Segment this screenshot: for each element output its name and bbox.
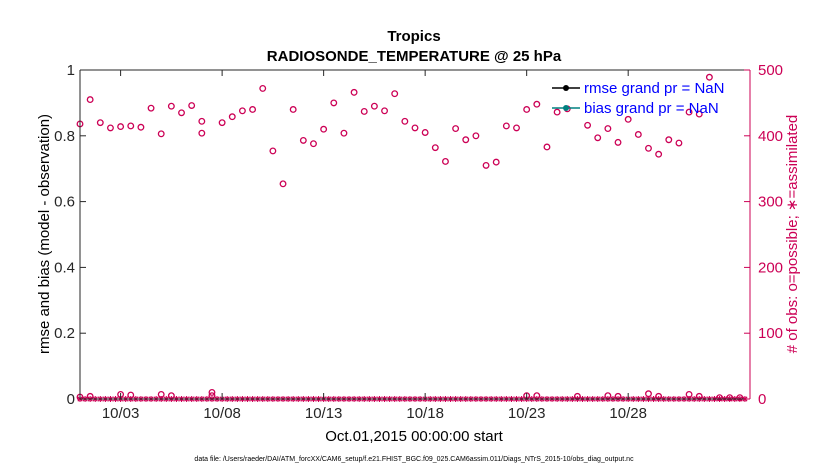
y-left-tick-label: 0.2 xyxy=(54,325,75,342)
possible-obs-marker xyxy=(614,138,622,146)
possible-obs-marker xyxy=(340,129,348,137)
possible-obs-marker xyxy=(198,129,206,137)
possible-obs-marker xyxy=(96,119,104,127)
possible-obs-marker xyxy=(137,123,145,131)
possible-obs-marker xyxy=(584,121,592,129)
x-tick-label: 10/03 xyxy=(102,405,140,422)
y-left-tick-label: 0.4 xyxy=(54,259,75,276)
possible-obs-marker xyxy=(553,108,561,116)
possible-obs-marker xyxy=(472,132,480,140)
possible-obs-marker xyxy=(645,144,652,152)
y-left-tick-label: 0 xyxy=(67,391,75,408)
possible-obs-marker xyxy=(178,109,185,117)
possible-obs-marker xyxy=(492,158,500,166)
possible-obs-marker xyxy=(157,130,165,138)
data-file-footnote: data file: /Users/raeder/DAI/ATM_forcXX/… xyxy=(194,456,634,463)
y-right-tick-label: 200 xyxy=(758,259,783,276)
possible-obs-marker xyxy=(360,108,368,115)
legend: rmse grand pr = NaN bias grand pr = NaN xyxy=(552,80,724,117)
x-tick-label: 10/23 xyxy=(508,405,546,422)
possible-obs-marker xyxy=(228,113,236,121)
legend-rmse-marker xyxy=(563,85,569,91)
possible-obs-marker xyxy=(218,119,226,127)
y-right-tick-label: 100 xyxy=(758,325,783,342)
possible-obs-marker xyxy=(370,102,378,110)
chart-subtitle: RADIOSONDE_TEMPERATURE @ 25 hPa xyxy=(267,48,562,65)
y-left-tick-label: 1 xyxy=(67,62,75,79)
possible-obs-marker xyxy=(462,136,470,144)
y-left-tick-label: 0.6 xyxy=(54,194,75,211)
legend-bias-label: bias grand pr = NaN xyxy=(584,100,719,117)
x-tick-label: 10/08 xyxy=(203,405,241,422)
possible-obs-marker xyxy=(594,134,602,142)
possible-obs-marker xyxy=(705,73,713,81)
possible-obs-marker xyxy=(259,84,267,92)
legend-bias-marker xyxy=(563,105,569,111)
possible-obs-marker xyxy=(188,102,196,109)
y-right-tick-label: 500 xyxy=(758,62,783,79)
possible-obs-marker xyxy=(533,100,541,108)
y-axis-left-label: rmse and bias (model - observation) xyxy=(36,114,53,354)
y-right-tick-label: 300 xyxy=(758,194,783,211)
possible-obs-marker xyxy=(127,122,135,130)
possible-obs-marker xyxy=(320,125,328,133)
possible-obs-marker xyxy=(198,117,206,125)
possible-obs-marker xyxy=(117,123,125,131)
possible-obs-marker xyxy=(86,96,94,104)
x-axis-label: Oct.01,2015 00:00:00 start xyxy=(325,428,503,445)
possible-obs-marker xyxy=(289,106,297,113)
y-axis-right-label: # of obs: o=possible; ∗=assimilated xyxy=(784,115,801,354)
possible-obs-marker xyxy=(269,147,277,155)
possible-obs-marker xyxy=(482,161,490,169)
possible-obs-marker xyxy=(421,129,429,136)
possible-obs-marker xyxy=(279,180,287,188)
x-tick-label: 10/18 xyxy=(406,405,444,422)
plot-frame xyxy=(79,69,751,400)
possible-obs-marker xyxy=(543,143,551,151)
ticks: 10/03 10/08 10/13 10/18 10/23 10/28 0 0.2 0.4 0.6… xyxy=(54,62,783,422)
possible-obs-marker xyxy=(634,131,642,138)
possible-obs-marker xyxy=(167,102,175,110)
x-tick-label: 10/28 xyxy=(609,405,647,422)
possible-obs-marker xyxy=(685,108,693,116)
possible-obs-marker xyxy=(310,140,317,148)
possible-obs-marker xyxy=(655,150,663,158)
chart-title: Tropics xyxy=(387,28,440,45)
possible-obs-marker xyxy=(249,106,257,113)
possible-obs-marker xyxy=(695,110,703,118)
y-right-tick-label: 400 xyxy=(758,128,783,145)
possible-obs-marker xyxy=(523,106,531,113)
possible-obs-marker xyxy=(624,115,632,123)
possible-obs-marker xyxy=(299,136,307,144)
possible-obs-marker xyxy=(238,107,246,115)
possible-obs-marker xyxy=(452,125,460,133)
possible-obs-marker xyxy=(513,124,520,132)
possible-obs-marker xyxy=(665,136,673,144)
possible-obs-marker xyxy=(411,124,419,132)
y-left-tick-label: 0.8 xyxy=(54,128,75,145)
possible-obs-marker xyxy=(502,122,510,130)
legend-rmse-label: rmse grand pr = NaN xyxy=(584,80,724,97)
possible-obs-marker xyxy=(208,388,216,396)
possible-obs-marker xyxy=(431,144,439,152)
possible-obs-marker xyxy=(604,125,612,133)
possible-obs-marker xyxy=(381,107,388,115)
possible-obs-marker xyxy=(401,117,409,125)
possible-obs-marker xyxy=(147,104,155,112)
possible-obs-marker xyxy=(391,90,399,98)
possible-obs-marker xyxy=(107,124,114,132)
possible-obs-marker xyxy=(442,158,449,165)
possible-obs-marker xyxy=(675,139,683,147)
y-right-tick-label: 0 xyxy=(758,391,766,408)
possible-obs-marker xyxy=(350,88,358,96)
x-tick-label: 10/13 xyxy=(305,405,343,422)
possible-obs-marker xyxy=(330,99,338,107)
